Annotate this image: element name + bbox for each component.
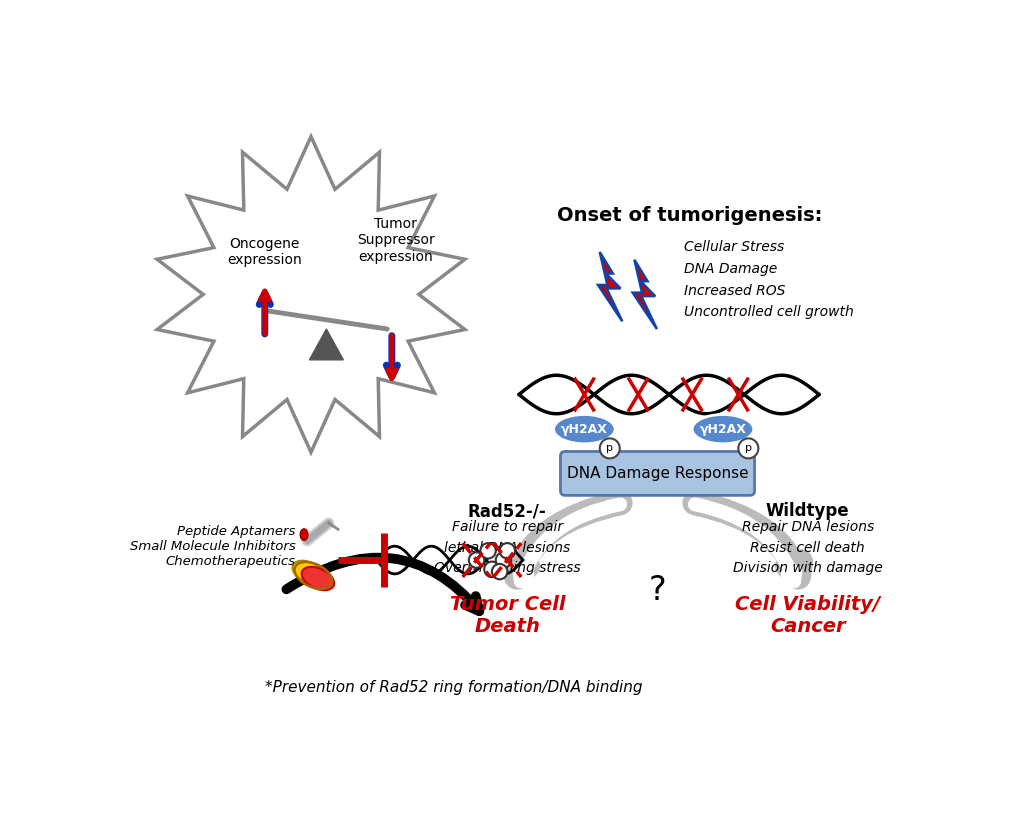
Text: Tumor
Suppressor
expression: Tumor Suppressor expression bbox=[357, 217, 434, 264]
Circle shape bbox=[480, 543, 495, 559]
Text: Failure to repair
lethal DNA lesions
Overwhelming stress: Failure to repair lethal DNA lesions Ove… bbox=[434, 520, 580, 575]
Ellipse shape bbox=[302, 567, 334, 590]
Ellipse shape bbox=[292, 560, 325, 584]
Text: Uncontrolled cell growth: Uncontrolled cell growth bbox=[684, 306, 853, 319]
FancyBboxPatch shape bbox=[559, 452, 754, 495]
Circle shape bbox=[484, 561, 499, 577]
Text: p: p bbox=[605, 444, 612, 453]
Text: Cellular Stress: Cellular Stress bbox=[684, 240, 784, 254]
Text: Cell Viability/
Cancer: Cell Viability/ Cancer bbox=[735, 595, 879, 636]
Circle shape bbox=[495, 552, 511, 568]
Text: p: p bbox=[744, 444, 751, 453]
Text: *Prevention of Rad52 ring formation/DNA binding: *Prevention of Rad52 ring formation/DNA … bbox=[265, 680, 642, 694]
Circle shape bbox=[738, 439, 758, 458]
Ellipse shape bbox=[300, 529, 308, 540]
Text: Wildtype: Wildtype bbox=[765, 502, 849, 520]
Polygon shape bbox=[632, 260, 656, 329]
Polygon shape bbox=[157, 136, 465, 453]
Text: Oncogene
expression: Oncogene expression bbox=[227, 237, 302, 267]
Polygon shape bbox=[597, 252, 622, 321]
Ellipse shape bbox=[692, 414, 753, 444]
Text: Peptide Aptamers
Small Molecule Inhibitors
Chemotherapeutics: Peptide Aptamers Small Molecule Inhibito… bbox=[129, 525, 296, 569]
Text: Rad52-/-: Rad52-/- bbox=[468, 502, 546, 520]
Text: γH2AX: γH2AX bbox=[560, 422, 607, 435]
Text: Repair DNA lesions
Resist cell death
Division with damage: Repair DNA lesions Resist cell death Div… bbox=[732, 520, 881, 575]
Text: γH2AX: γH2AX bbox=[699, 422, 746, 435]
Polygon shape bbox=[309, 329, 343, 359]
Ellipse shape bbox=[553, 414, 614, 444]
Circle shape bbox=[499, 543, 515, 559]
Circle shape bbox=[599, 439, 620, 458]
Text: Increased ROS: Increased ROS bbox=[684, 283, 785, 297]
Text: Onset of tumorigenesis:: Onset of tumorigenesis: bbox=[556, 206, 822, 225]
Text: Tumor Cell
Death: Tumor Cell Death bbox=[449, 595, 565, 636]
Text: ?: ? bbox=[648, 574, 665, 607]
Text: DNA Damage: DNA Damage bbox=[684, 262, 776, 276]
Circle shape bbox=[469, 552, 484, 568]
Circle shape bbox=[491, 564, 506, 579]
Text: DNA Damage Response: DNA Damage Response bbox=[567, 466, 748, 480]
